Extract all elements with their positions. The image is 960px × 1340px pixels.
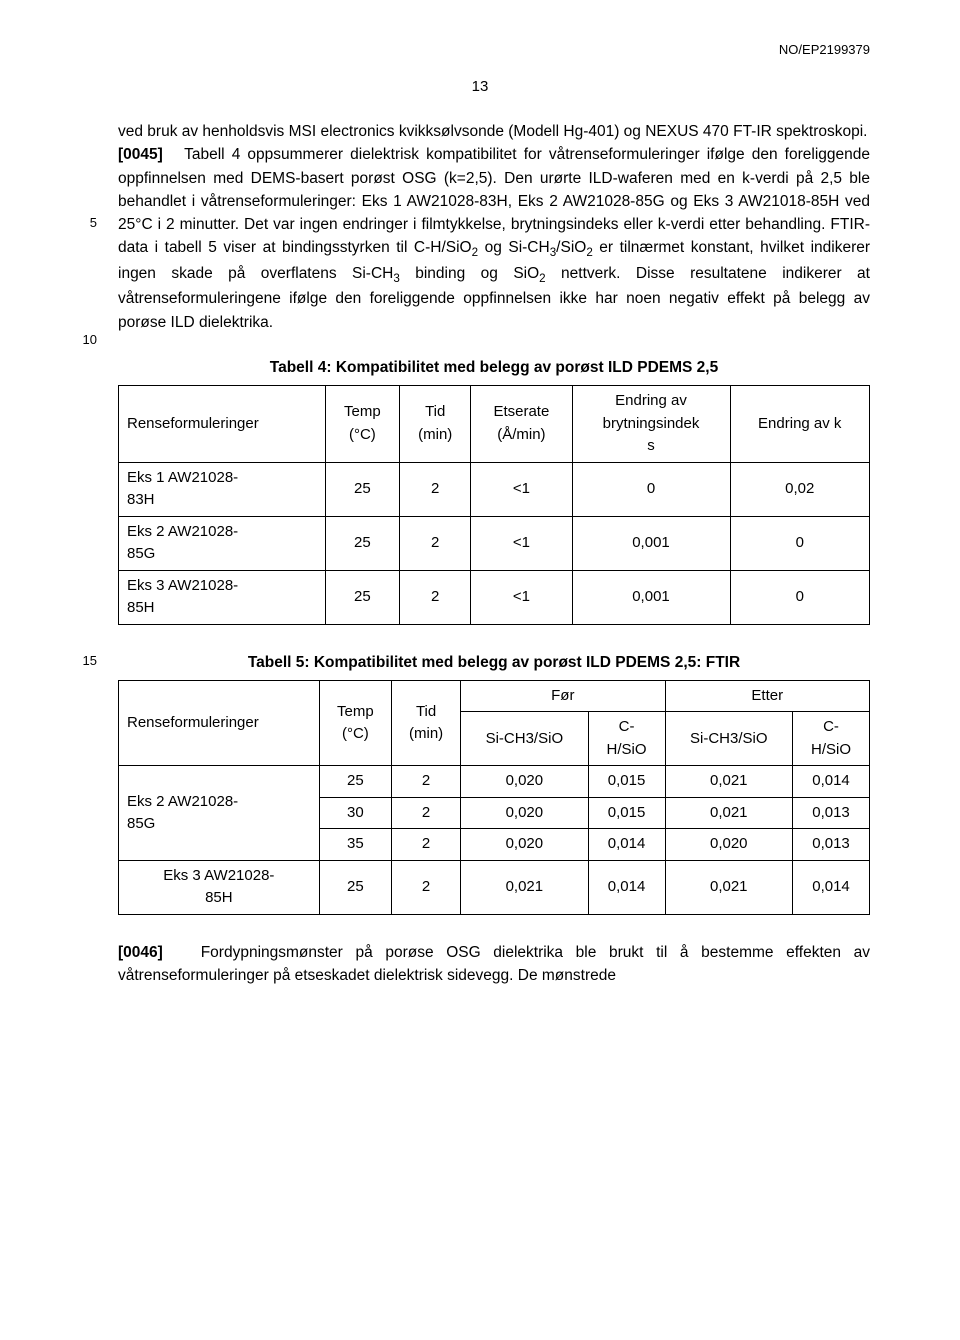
t4-r2c1: Eks 2 AW21028-85G — [119, 516, 326, 570]
t5-r2a1: 0,021 — [665, 797, 793, 829]
t5-r2c3: 2 — [392, 797, 461, 829]
t5-r2b1: 0,020 — [461, 797, 589, 829]
t5-h-b1: Si-CH3/SiO — [461, 712, 589, 766]
t5-r3b1: 0,020 — [461, 829, 589, 861]
t5-r2c2: 30 — [319, 797, 391, 829]
t5-h-a2: C-H/SiO — [793, 712, 870, 766]
t4-h3: Tid(min) — [400, 386, 471, 463]
table4: Renseformuleringer Temp(°C) Tid(min) Ets… — [118, 385, 870, 625]
t4-r3c1: Eks 3 AW21028-85H — [119, 570, 326, 624]
body: 5 10 ved bruk av henholdsvis MSI electro… — [118, 120, 870, 987]
t5-r1b1: 0,020 — [461, 766, 589, 798]
table-row: Eks 2 AW21028-85G 25 2 0,020 0,015 0,021… — [119, 766, 870, 798]
t5-r2b2: 0,015 — [588, 797, 665, 829]
para1-text-3: og Si-CH — [478, 239, 550, 256]
t5-r3a2: 0,013 — [793, 829, 870, 861]
para2-text: Fordypningsmønster på porøse OSG dielekt… — [118, 944, 870, 984]
t4-r3c5: 0,001 — [572, 570, 730, 624]
t4-r2c4: <1 — [471, 516, 572, 570]
t4-r1c5: 0 — [572, 462, 730, 516]
paragraph-1: ved bruk av henholdsvis MSI electronics … — [118, 120, 870, 334]
t4-r3c3: 2 — [400, 570, 471, 624]
page-number: 13 — [90, 76, 870, 99]
t5-r1a1: 0,021 — [665, 766, 793, 798]
t4-r1c6: 0,02 — [730, 462, 870, 516]
para1-text-4: /SiO — [556, 239, 586, 256]
t5-r3a1: 0,020 — [665, 829, 793, 861]
page: NO/EP2199379 13 5 10 ved bruk av henhold… — [0, 0, 960, 1027]
t4-h2: Temp(°C) — [325, 386, 400, 463]
t4-r3c4: <1 — [471, 570, 572, 624]
t4-r2c6: 0 — [730, 516, 870, 570]
table5-block: 15 Tabell 5: Kompatibilitet med belegg a… — [118, 651, 870, 915]
doc-id: NO/EP2199379 — [90, 40, 870, 60]
t5-h-b2: C-H/SiO — [588, 712, 665, 766]
table-row: Eks 3 AW21028-85H 25 2 0,021 0,014 0,021… — [119, 860, 870, 914]
table5-header-row1: Renseformuleringer Temp(°C) Tid(min) Før… — [119, 680, 870, 712]
t5-h-after: Etter — [665, 680, 869, 712]
t4-r1c4: <1 — [471, 462, 572, 516]
t5-r4c3: 2 — [392, 860, 461, 914]
para1-ref: [0045] — [118, 146, 163, 163]
line-number-15: 15 — [73, 651, 97, 671]
t5-r4a2: 0,014 — [793, 860, 870, 914]
t4-r3c2: 25 — [325, 570, 400, 624]
table-row: Eks 2 AW21028-85G 25 2 <1 0,001 0 — [119, 516, 870, 570]
t5-r1a2: 0,014 — [793, 766, 870, 798]
t4-r2c2: 25 — [325, 516, 400, 570]
t5-r4c2: 25 — [319, 860, 391, 914]
para1-text-6: binding og SiO — [400, 265, 539, 282]
t5-h1: Renseformuleringer — [119, 680, 320, 766]
t5-r4a1: 0,021 — [665, 860, 793, 914]
para2-ref: [0046] — [118, 944, 163, 961]
t4-r3c6: 0 — [730, 570, 870, 624]
t4-r1c3: 2 — [400, 462, 471, 516]
table5-caption: Tabell 5: Kompatibilitet med belegg av p… — [118, 651, 870, 674]
t5-r2a2: 0,013 — [793, 797, 870, 829]
t5-h3: Tid(min) — [392, 680, 461, 766]
table-row: Eks 1 AW21028-83H 25 2 <1 0 0,02 — [119, 462, 870, 516]
t4-h4: Etserate(Å/min) — [471, 386, 572, 463]
table4-caption: Tabell 4: Kompatibilitet med belegg av p… — [118, 356, 870, 379]
t5-r1b2: 0,015 — [588, 766, 665, 798]
t5-r4c1: Eks 3 AW21028-85H — [119, 860, 320, 914]
t4-h5: Endring avbrytningsindeks — [572, 386, 730, 463]
t5-h-before: Før — [461, 680, 665, 712]
t5-r1c1: Eks 2 AW21028-85G — [119, 766, 320, 861]
t4-r2c3: 2 — [400, 516, 471, 570]
t5-r4b1: 0,021 — [461, 860, 589, 914]
t5-r3c3: 2 — [392, 829, 461, 861]
t5-r1c3: 2 — [392, 766, 461, 798]
t4-r1c1: Eks 1 AW21028-83H — [119, 462, 326, 516]
t5-h2: Temp(°C) — [319, 680, 391, 766]
t4-r1c2: 25 — [325, 462, 400, 516]
t4-h1: Renseformuleringer — [119, 386, 326, 463]
t5-r4b2: 0,014 — [588, 860, 665, 914]
table-row: Eks 3 AW21028-85H 25 2 <1 0,001 0 — [119, 570, 870, 624]
table4-header-row: Renseformuleringer Temp(°C) Tid(min) Ets… — [119, 386, 870, 463]
t5-h-a1: Si-CH3/SiO — [665, 712, 793, 766]
line-number-5: 5 — [73, 213, 97, 233]
t4-h6: Endring av k — [730, 386, 870, 463]
table4-block: Tabell 4: Kompatibilitet med belegg av p… — [118, 356, 870, 625]
line-number-10: 10 — [73, 330, 97, 350]
paragraph-2: [0046] Fordypningsmønster på porøse OSG … — [118, 941, 870, 988]
para1-text-1: ved bruk av henholdsvis MSI electronics … — [118, 123, 867, 140]
t5-r1c2: 25 — [319, 766, 391, 798]
table5: Renseformuleringer Temp(°C) Tid(min) Før… — [118, 680, 870, 915]
t4-r2c5: 0,001 — [572, 516, 730, 570]
t5-r3c2: 35 — [319, 829, 391, 861]
t5-r3b2: 0,014 — [588, 829, 665, 861]
